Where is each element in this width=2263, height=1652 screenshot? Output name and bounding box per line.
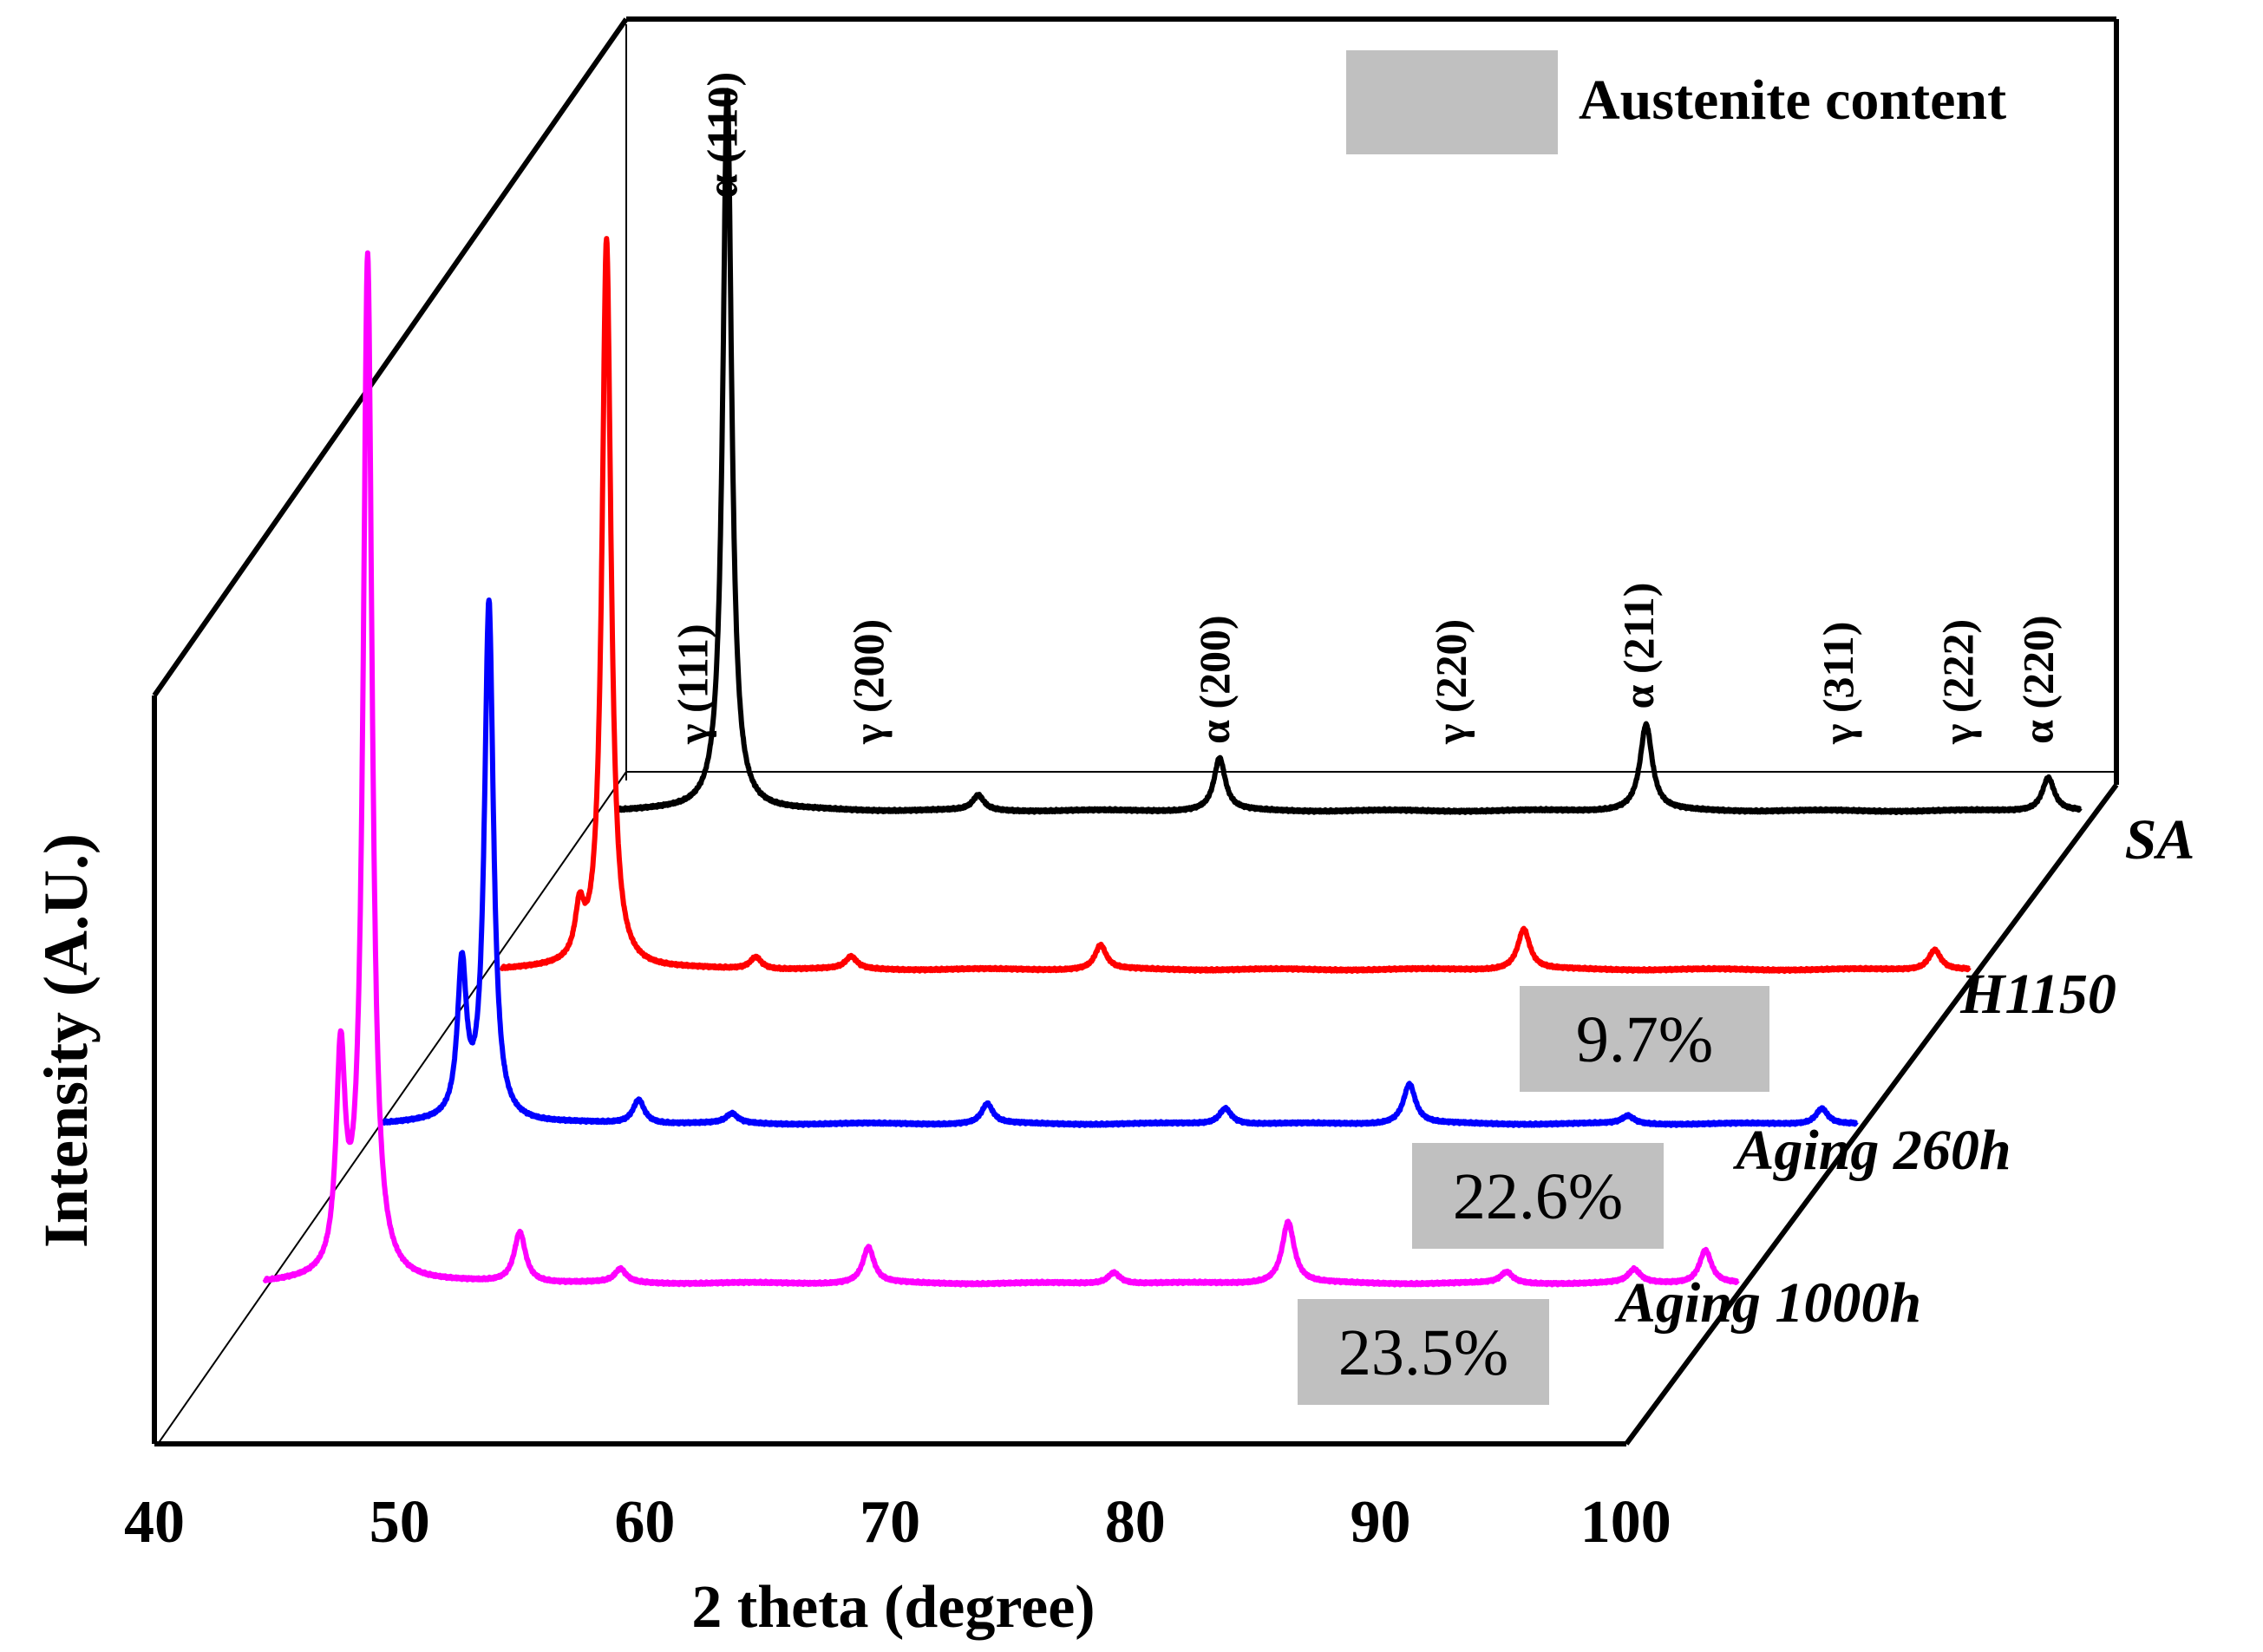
x-axis-title: 2 theta (degree): [691, 1574, 1095, 1641]
legend: Austenite content: [1346, 50, 2006, 154]
austenite-value-h1150: 9.7%: [1576, 1003, 1713, 1076]
series-label-aging-1000h: Aging 1000h: [1614, 1271, 1921, 1335]
legend-swatch: [1346, 50, 1558, 154]
series-line-aging-260h: [381, 597, 1859, 1128]
austenite-box-h1150: [1520, 986, 1769, 1092]
peak-label-8: α (220): [2014, 615, 2063, 744]
austenite-value-aging-260h: 22.6%: [1453, 1160, 1623, 1233]
peak-label-3: α (200): [1190, 615, 1239, 744]
chart-frame: [152, 16, 2119, 1446]
austenite-value-aging-1000h: 23.5%: [1338, 1316, 1508, 1389]
peak-label-6: γ (311): [1814, 622, 1862, 745]
peak-label-7: γ (222): [1933, 619, 1982, 745]
series-line-sa: [615, 88, 2083, 815]
frame-top-edge: [152, 17, 629, 697]
peak-labels: γ (111) α (110) γ (200) α (200) γ (220) α (21…: [669, 72, 2063, 745]
legend-label: Austenite content: [1579, 69, 2006, 132]
austenite-box-aging-1000h: [1298, 1299, 1549, 1405]
series-layer: [262, 88, 2083, 1288]
peak-label-0: γ (111): [669, 624, 717, 745]
x-tick-label-80: 80: [1105, 1489, 1166, 1556]
series-label-aging-260h: Aging 260h: [1732, 1119, 2011, 1182]
x-tick-label-60: 60: [614, 1489, 675, 1556]
x-axis-ticks: 40 50 60 70 80 90 100: [124, 1489, 1671, 1556]
austenite-box-aging-260h: [1412, 1143, 1664, 1249]
peak-label-5: α (211): [1614, 583, 1663, 709]
frame-right-edge: [1624, 783, 2119, 1446]
series-line-h1150: [499, 236, 1972, 975]
x-tick-label-90: 90: [1351, 1489, 1411, 1556]
peak-label-2: γ (200): [844, 619, 893, 745]
x-tick-label-40: 40: [124, 1489, 185, 1556]
frame-floor-diagonal: [157, 771, 627, 1445]
x-tick-label-100: 100: [1580, 1489, 1671, 1556]
peak-label-4: γ (220): [1427, 619, 1475, 745]
series-line-aging-1000h: [262, 250, 1740, 1288]
x-tick-label-50: 50: [370, 1489, 430, 1556]
x-tick-label-70: 70: [860, 1489, 920, 1556]
series-label-sa: SA: [2125, 808, 2195, 872]
series-label-h1150: H1150: [1959, 963, 2116, 1026]
y-axis-title: Intensity (A.U.): [31, 833, 101, 1248]
austenite-boxes: 9.7% 22.6% 23.5%: [1298, 986, 1769, 1405]
peak-label-1: α (110): [697, 72, 746, 199]
series-names: SA H1150 Aging 260h Aging 1000h: [1614, 808, 2195, 1335]
